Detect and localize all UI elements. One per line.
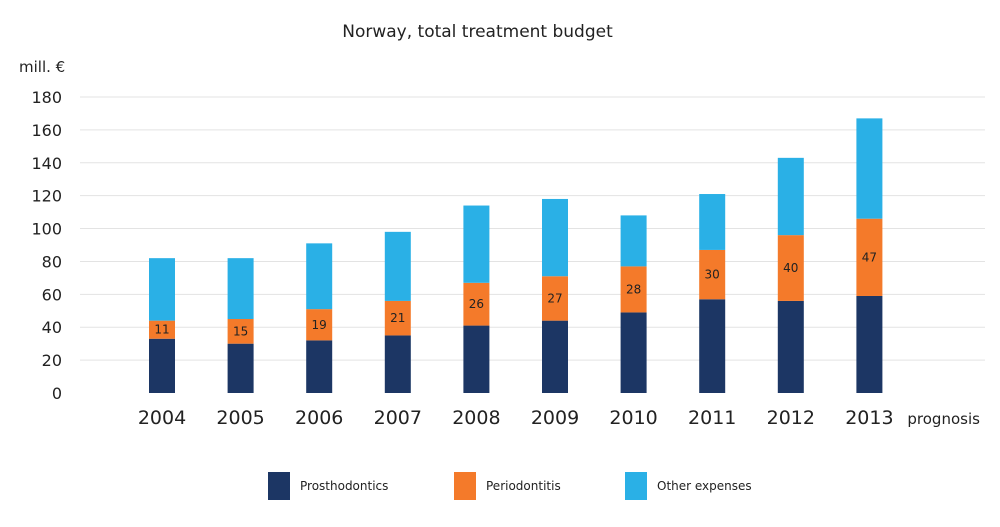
bar-segment-other-expenses [620, 215, 647, 267]
x-tick-label: 2011 [688, 407, 736, 429]
x-tick-label: 2009 [531, 407, 579, 429]
bar-segment-prosthodontics [463, 325, 490, 393]
x-tick-label: 2008 [452, 407, 500, 429]
bar-segment-other-expenses [306, 243, 333, 310]
x-tick-label: 2004 [138, 407, 186, 429]
data-label: 11 [154, 323, 169, 337]
x-tick-label: 2010 [609, 407, 657, 429]
bar-segment-prosthodontics [542, 320, 568, 393]
data-label: 30 [705, 268, 720, 282]
bar-segment-periodontitis [856, 218, 883, 296]
bar-segment-periodontitis [149, 320, 175, 339]
bar-segment-other-expenses [777, 157, 804, 236]
x-tick-label: 2012 [767, 407, 815, 429]
legend-swatch [625, 472, 647, 500]
bar-segment-periodontitis [542, 276, 568, 321]
legend-item: Periodontitis [454, 472, 561, 500]
bar-segment-periodontitis [699, 249, 726, 300]
bar-segment-prosthodontics [149, 338, 175, 393]
bar-segment-prosthodontics [227, 343, 254, 393]
y-tick-label: 80 [42, 252, 62, 271]
data-label: 27 [547, 291, 562, 305]
bar-segment-periodontitis [306, 309, 333, 341]
bar-segment-prosthodontics [856, 295, 883, 393]
x-tick-label: 2007 [374, 407, 422, 429]
data-label: 19 [312, 318, 327, 332]
y-tick-label: 20 [42, 351, 62, 370]
y-tick-label: 160 [31, 121, 62, 140]
bar-segment-other-expenses [149, 258, 175, 321]
bar-segment-prosthodontics [777, 300, 804, 393]
y-tick-label: 180 [31, 88, 62, 107]
x-axis-ticks: 2004 2005 2006 2007 2008 2009 2010 2011 2012 2013 [138, 407, 894, 429]
bar-segment-prosthodontics [620, 312, 647, 393]
legend-label: Periodontitis [486, 479, 561, 493]
bars: 11 15 19 21 26 27 28 30 40 47 [149, 118, 883, 393]
data-label: 47 [862, 250, 877, 264]
legend-label: Prosthodontics [300, 479, 389, 493]
bar-segment-other-expenses [227, 258, 254, 319]
bar-segment-other-expenses [856, 118, 883, 219]
bar-segment-prosthodontics [384, 335, 411, 393]
x-tick-label: 2006 [295, 407, 343, 429]
bar-segment-prosthodontics [699, 299, 726, 393]
x-axis-note: prognosis [907, 410, 980, 428]
bar-segment-other-expenses [542, 198, 568, 277]
bar-segment-other-expenses [384, 231, 411, 301]
bar-segment-other-expenses [463, 205, 490, 283]
legend-label: Other expenses [657, 479, 752, 493]
legend-swatch [268, 472, 290, 500]
data-label: 26 [469, 297, 484, 311]
legend-item: Prosthodontics [268, 472, 388, 500]
y-tick-label: 40 [42, 318, 62, 337]
stacked-bar-chart: 0 20 40 60 80 100 120 140 160 180 11 15 19 21 26 27 28 3… [31, 88, 985, 429]
bar-segment-prosthodontics [306, 340, 333, 393]
y-tick-label: 0 [52, 384, 62, 403]
x-tick-label: 2005 [216, 407, 264, 429]
data-label: 40 [783, 261, 798, 275]
bar-segment-periodontitis [620, 266, 647, 313]
legend-item: Other expenses [625, 472, 752, 500]
gridlines [80, 96, 985, 361]
legend: Prosthodontics Periodontitis Other expense… [0, 472, 1000, 502]
y-tick-label: 60 [42, 285, 62, 304]
data-label: 21 [390, 311, 405, 325]
bar-segment-periodontitis [227, 319, 254, 344]
y-tick-label: 100 [31, 220, 62, 239]
y-tick-label: 120 [31, 187, 62, 206]
bar-segment-periodontitis [463, 282, 490, 326]
legend-swatch [454, 472, 476, 500]
bar-segment-periodontitis [384, 300, 411, 336]
data-label: 28 [626, 282, 641, 296]
bar-segment-periodontitis [777, 235, 804, 301]
x-tick-label: 2013 [845, 407, 893, 429]
y-tick-label: 140 [31, 154, 62, 173]
y-axis-unit-label: mill. € [19, 58, 66, 76]
data-label: 15 [233, 324, 248, 338]
bar-segment-other-expenses [699, 194, 726, 250]
y-axis-ticks: 0 20 40 60 80 100 120 140 160 180 [31, 88, 62, 403]
chart-title: Norway, total treatment budget [342, 22, 613, 42]
